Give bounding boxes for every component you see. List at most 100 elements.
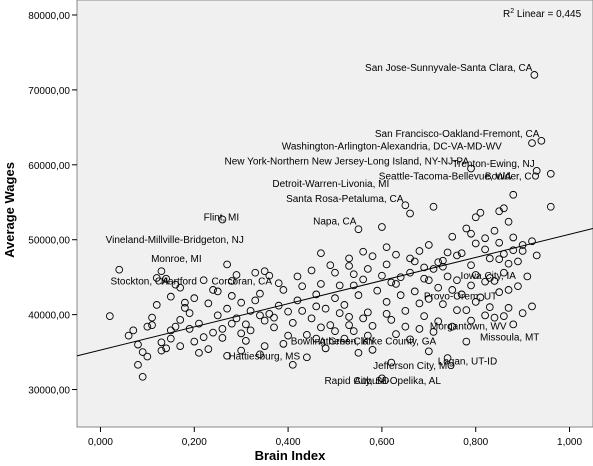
data-point (279, 286, 288, 294)
point-annotation: Bowling Green, KY (291, 336, 376, 347)
data-point (518, 247, 527, 255)
data-point (509, 246, 518, 255)
data-point (293, 272, 302, 281)
data-point (467, 164, 475, 173)
data-point (134, 360, 142, 369)
data-point (359, 314, 367, 323)
data-point (415, 299, 424, 308)
data-point (288, 360, 297, 369)
y-tick-label: 30000,00 (28, 386, 70, 397)
data-point (181, 298, 189, 307)
point-annotation: Santa Rosa-Petaluma, CA (286, 194, 404, 205)
data-point (312, 334, 321, 343)
data-point (345, 254, 353, 263)
data-point (256, 289, 264, 298)
data-point (204, 299, 213, 308)
data-point (209, 328, 217, 337)
y-tick-label: 80000,00 (28, 11, 70, 22)
data-point (363, 265, 372, 273)
data-point (237, 329, 246, 338)
data-point (190, 294, 199, 303)
data-point (420, 263, 428, 272)
data-point (303, 353, 311, 362)
data-point (476, 208, 485, 217)
data-point (256, 350, 264, 359)
data-point (485, 254, 494, 263)
data-point (392, 330, 400, 338)
data-point (307, 314, 316, 323)
data-point (115, 265, 124, 274)
data-point (500, 312, 508, 320)
data-point (509, 190, 518, 199)
data-point (152, 301, 161, 309)
r2-label: R2 Linear = 0,445 (503, 8, 582, 20)
data-point (143, 352, 152, 361)
data-point (532, 251, 541, 260)
data-point (500, 268, 508, 277)
data-point (279, 339, 288, 348)
data-point (467, 281, 475, 290)
data-point (227, 292, 236, 300)
data-point (148, 313, 156, 322)
data-point (448, 322, 457, 331)
data-point (176, 283, 185, 292)
data-point (546, 202, 555, 211)
x-axis-title: Brain Index (255, 448, 327, 463)
data-point (471, 298, 480, 306)
data-point (246, 307, 255, 315)
data-point (495, 238, 504, 247)
data-point (157, 267, 166, 276)
point-annotation: Provo-Orem, UT (424, 291, 497, 302)
data-point (378, 374, 386, 383)
data-point (349, 327, 358, 335)
data-point (528, 139, 536, 147)
data-point (195, 319, 203, 328)
data-point (471, 213, 480, 222)
data-point (509, 233, 518, 242)
data-point (504, 259, 513, 268)
data-point (345, 262, 353, 270)
data-point (246, 326, 255, 335)
y-tick-label: 40000,00 (28, 311, 70, 322)
data-point (218, 325, 227, 333)
point-annotation: Seattle-Tacoma-Bellevue, WA (379, 172, 512, 183)
data-point (274, 279, 283, 288)
data-point (485, 274, 494, 282)
data-point (162, 274, 170, 283)
data-point (443, 272, 452, 281)
y-tick-label: 70000,00 (28, 86, 70, 97)
data-point (382, 243, 391, 252)
data-point (420, 312, 428, 320)
data-point (530, 71, 539, 79)
data-point (382, 298, 391, 306)
data-point (476, 293, 485, 302)
data-point (190, 337, 199, 346)
data-point (415, 247, 424, 255)
fit-line (76, 227, 593, 357)
data-point (265, 310, 274, 318)
point-annotation: Corcoran, CA (211, 276, 272, 287)
data-point (439, 300, 447, 308)
x-axis: 0,000 0,200 0,400 0,600 0,800 1,000 (88, 427, 582, 448)
data-point (528, 237, 536, 246)
data-point (213, 311, 222, 320)
data-point (260, 342, 269, 350)
data-point (457, 249, 466, 258)
r2-label-sup: 2 (510, 8, 514, 15)
data-point (509, 320, 518, 329)
data-point (481, 311, 489, 320)
data-point (434, 317, 443, 326)
y-axis: 30000,00 40000,00 50000,00 60000,00 70000,00… (28, 11, 77, 397)
data-point (227, 319, 236, 328)
point-annotation: Morgantown, WV (430, 321, 507, 332)
point-annotation: Hattiesburg, MS (228, 351, 300, 362)
data-point (514, 282, 522, 291)
data-point (368, 252, 377, 261)
data-point (270, 313, 278, 322)
r2-label-base: R (503, 9, 510, 20)
data-point (232, 271, 241, 279)
data-point (223, 260, 231, 269)
point-annotation: Trenton-Ewing, NJ (452, 159, 534, 170)
data-point (448, 286, 457, 294)
point-annotation: Rapid City, SD (324, 376, 389, 387)
